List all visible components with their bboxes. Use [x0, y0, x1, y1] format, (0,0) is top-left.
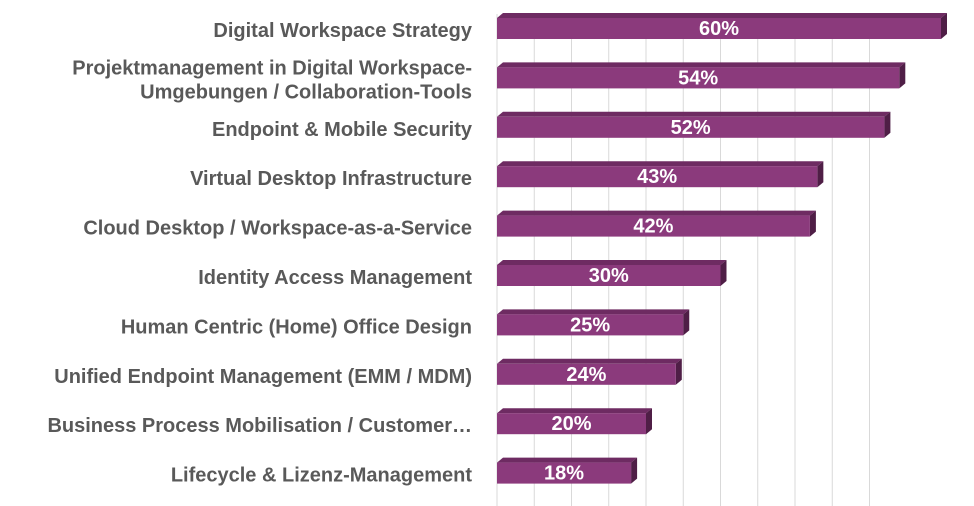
bar-side-face: [675, 358, 682, 385]
data-label: 52%: [671, 117, 711, 139]
bar-front-face: [497, 215, 810, 237]
bar: [497, 309, 690, 336]
bar-side-face: [809, 210, 816, 237]
data-label: 25%: [570, 314, 610, 336]
category-labels: Digital Workspace Strategy Projektmanagem…: [47, 20, 472, 487]
bar: [497, 210, 816, 237]
category-label: Digital Workspace Strategy: [213, 20, 472, 42]
data-label: 30%: [589, 265, 629, 287]
bar-top-face: [497, 358, 682, 364]
category-label: Cloud Desktop / Workspace-as-a-Service: [83, 218, 472, 240]
bar: [497, 358, 682, 385]
bar-top-face: [497, 161, 824, 167]
data-label: 43%: [637, 166, 677, 188]
bar-side-face: [941, 13, 947, 39]
category-label: Human Centric (Home) Office Design: [121, 316, 472, 338]
bar-side-face: [631, 457, 638, 484]
bar-front-face: [497, 166, 818, 188]
bars: [497, 13, 947, 484]
bar-side-face: [646, 408, 652, 435]
category-label: Umgebungen / Collaboration-Tools: [140, 81, 472, 103]
bar: [497, 161, 824, 188]
data-label: 42%: [633, 216, 673, 238]
bar-top-face: [497, 457, 638, 463]
bar-top-face: [497, 260, 727, 265]
bar: [497, 260, 727, 286]
bar-top-face: [497, 13, 947, 18]
bar-top-face: [497, 62, 906, 68]
bar-side-face: [817, 161, 824, 188]
bar: [497, 111, 891, 138]
bar: [497, 13, 947, 39]
bar-front-face: [497, 265, 721, 286]
category-label: Business Process Mobilisation / Customer…: [47, 415, 472, 437]
bar-side-face: [884, 111, 891, 138]
category-label: Unified Endpoint Management (EMM / MDM): [54, 366, 472, 388]
category-label: Identity Access Management: [198, 267, 472, 289]
data-label: 24%: [566, 364, 606, 386]
bar-front-face: [497, 314, 684, 336]
bar-front-face: [497, 363, 676, 385]
bar-side-face: [720, 260, 727, 286]
bar: [497, 457, 638, 484]
bar-front-face: [497, 67, 900, 89]
data-label: 20%: [551, 413, 591, 435]
category-label: Projektmanagement in Digital Workspace-: [72, 57, 472, 79]
data-label: 60%: [699, 18, 739, 40]
bar: [497, 62, 906, 89]
category-label: Virtual Desktop Infrastructure: [190, 168, 472, 190]
bar-front-face: [497, 18, 941, 39]
category-label: Lifecycle & Lizenz-Management: [171, 465, 473, 487]
data-label: 54%: [678, 67, 718, 89]
value-labels: 60% 54% 52% 43% 42% 30% 25% 24% 20% 18%: [544, 18, 739, 485]
bar-top-face: [497, 309, 690, 315]
bar-side-face: [899, 62, 906, 89]
bar-front-face: [497, 116, 885, 138]
bar-front-face: [497, 413, 646, 435]
bar-front-face: [497, 462, 632, 484]
bar: [497, 408, 652, 435]
bar-side-face: [683, 309, 690, 336]
category-label: Endpoint & Mobile Security: [212, 119, 473, 141]
bar-top-face: [497, 408, 652, 414]
bar-top-face: [497, 111, 891, 117]
bar-top-face: [497, 210, 816, 216]
data-label: 18%: [544, 463, 584, 485]
